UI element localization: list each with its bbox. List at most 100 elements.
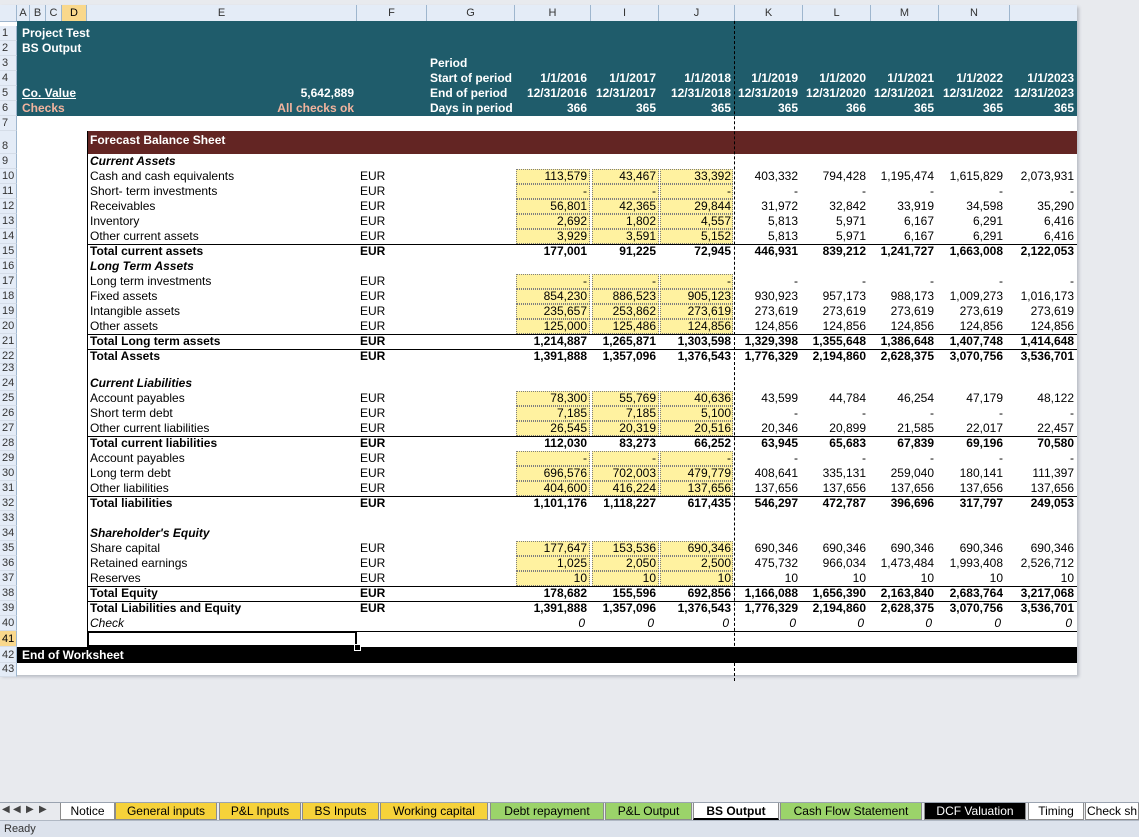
row-header-5[interactable]: 5 [0, 86, 17, 101]
row-header-35[interactable]: 35 [0, 541, 17, 556]
row-header-25[interactable]: 25 [0, 391, 17, 406]
input-cell[interactable] [660, 214, 733, 229]
row-header-6[interactable]: 6 [0, 101, 17, 116]
input-cell[interactable] [516, 169, 590, 184]
input-cell[interactable] [592, 466, 659, 481]
next-sheet-icon[interactable]: ▶ [26, 804, 34, 815]
input-cell[interactable] [660, 199, 733, 214]
column-header-e[interactable]: E [87, 5, 357, 21]
input-cell[interactable] [660, 466, 733, 481]
row-header-26[interactable]: 26 [0, 406, 17, 421]
input-cell[interactable] [592, 229, 659, 244]
input-cell[interactable] [660, 184, 733, 199]
input-cell[interactable] [660, 304, 733, 319]
row-header-31[interactable]: 31 [0, 481, 17, 496]
input-cell[interactable] [592, 571, 659, 586]
row-header-34[interactable]: 34 [0, 526, 17, 541]
input-cell[interactable] [592, 214, 659, 229]
input-cell[interactable] [516, 391, 590, 406]
row-header-11[interactable]: 11 [0, 184, 17, 199]
sheet-tab-dcf-valuation[interactable]: DCF Valuation [924, 803, 1026, 820]
prev-sheet-icon[interactable]: ◀ [13, 804, 21, 815]
input-cell[interactable] [660, 571, 733, 586]
sheet-tab-working-capital[interactable]: Working capital [380, 803, 488, 820]
input-cell[interactable] [592, 274, 659, 289]
input-cell[interactable] [592, 481, 659, 496]
row-header-38[interactable]: 38 [0, 586, 17, 601]
sheet-tab-general-inputs[interactable]: General inputs [115, 803, 217, 820]
row-header-9[interactable]: 9 [0, 154, 17, 169]
input-cell[interactable] [516, 289, 590, 304]
row-header-18[interactable]: 18 [0, 289, 17, 304]
row-header-40[interactable]: 40 [0, 616, 17, 631]
row-header-42[interactable]: 42 [0, 647, 17, 663]
column-header-n[interactable]: N [939, 5, 1010, 21]
input-cell[interactable] [516, 556, 590, 571]
row-header-27[interactable]: 27 [0, 421, 17, 436]
row-header-37[interactable]: 37 [0, 571, 17, 586]
sheet-tab-bs-inputs[interactable]: BS Inputs [302, 803, 379, 820]
column-header-j[interactable]: J [659, 5, 735, 21]
row-header-12[interactable]: 12 [0, 199, 17, 214]
input-cell[interactable] [516, 274, 590, 289]
column-header-a[interactable]: A [17, 5, 30, 21]
column-header-k[interactable]: K [735, 5, 803, 21]
input-cell[interactable] [516, 541, 590, 556]
column-header-h[interactable]: H [515, 5, 591, 21]
sheet-tab-bs-output[interactable]: BS Output [693, 803, 779, 820]
sheet-tab-notice[interactable]: Notice [60, 803, 115, 820]
column-header-b[interactable]: B [30, 5, 46, 21]
column-header-l[interactable]: L [803, 5, 871, 21]
input-cell[interactable] [592, 304, 659, 319]
input-cell[interactable] [660, 229, 733, 244]
input-cell[interactable] [660, 319, 733, 334]
input-cell[interactable] [660, 481, 733, 496]
row-header-3[interactable]: 3 [0, 56, 17, 71]
column-header-m[interactable]: M [871, 5, 939, 21]
input-cell[interactable] [516, 466, 590, 481]
input-cell[interactable] [592, 406, 659, 421]
row-header-20[interactable]: 20 [0, 319, 17, 334]
column-header-c[interactable]: C [46, 5, 62, 21]
input-cell[interactable] [592, 199, 659, 214]
row-header-23[interactable]: 23 [0, 362, 17, 376]
row-header-30[interactable]: 30 [0, 466, 17, 481]
input-cell[interactable] [516, 214, 590, 229]
input-cell[interactable] [592, 319, 659, 334]
input-cell[interactable] [660, 289, 733, 304]
column-header-d[interactable]: D [62, 5, 87, 21]
input-cell[interactable] [592, 289, 659, 304]
input-cell[interactable] [660, 556, 733, 571]
input-cell[interactable] [660, 541, 733, 556]
sheet-tab-check-sh[interactable]: Check sh [1085, 803, 1139, 820]
select-all-corner[interactable] [0, 5, 17, 21]
input-cell[interactable] [516, 319, 590, 334]
input-cell[interactable] [592, 451, 659, 466]
input-cell[interactable] [660, 451, 733, 466]
row-header-33[interactable]: 33 [0, 511, 17, 526]
first-sheet-icon[interactable]: ◀​ [2, 804, 10, 815]
input-cell[interactable] [516, 421, 590, 436]
input-cell[interactable] [592, 184, 659, 199]
row-header-13[interactable]: 13 [0, 214, 17, 229]
sheet-tab-debt-repayment[interactable]: Debt repayment [490, 803, 604, 820]
input-cell[interactable] [516, 571, 590, 586]
input-cell[interactable] [516, 406, 590, 421]
input-cell[interactable] [592, 556, 659, 571]
row-header-41[interactable]: 41 [0, 631, 17, 647]
row-header-4[interactable]: 4 [0, 71, 17, 86]
row-header-21[interactable]: 21 [0, 334, 17, 349]
sheet-tab-p-l-output[interactable]: P&L Output [605, 803, 692, 820]
input-cell[interactable] [592, 541, 659, 556]
last-sheet-icon[interactable]: ▶​ [39, 804, 47, 815]
row-header-28[interactable]: 28 [0, 436, 17, 451]
row-header-16[interactable]: 16 [0, 259, 17, 274]
sheet-tab-timing[interactable]: Timing [1028, 803, 1084, 820]
row-header-36[interactable]: 36 [0, 556, 17, 571]
input-cell[interactable] [592, 391, 659, 406]
input-cell[interactable] [516, 184, 590, 199]
selected-cell[interactable] [87, 631, 357, 647]
row-header-10[interactable]: 10 [0, 169, 17, 184]
row-header-17[interactable]: 17 [0, 274, 17, 289]
